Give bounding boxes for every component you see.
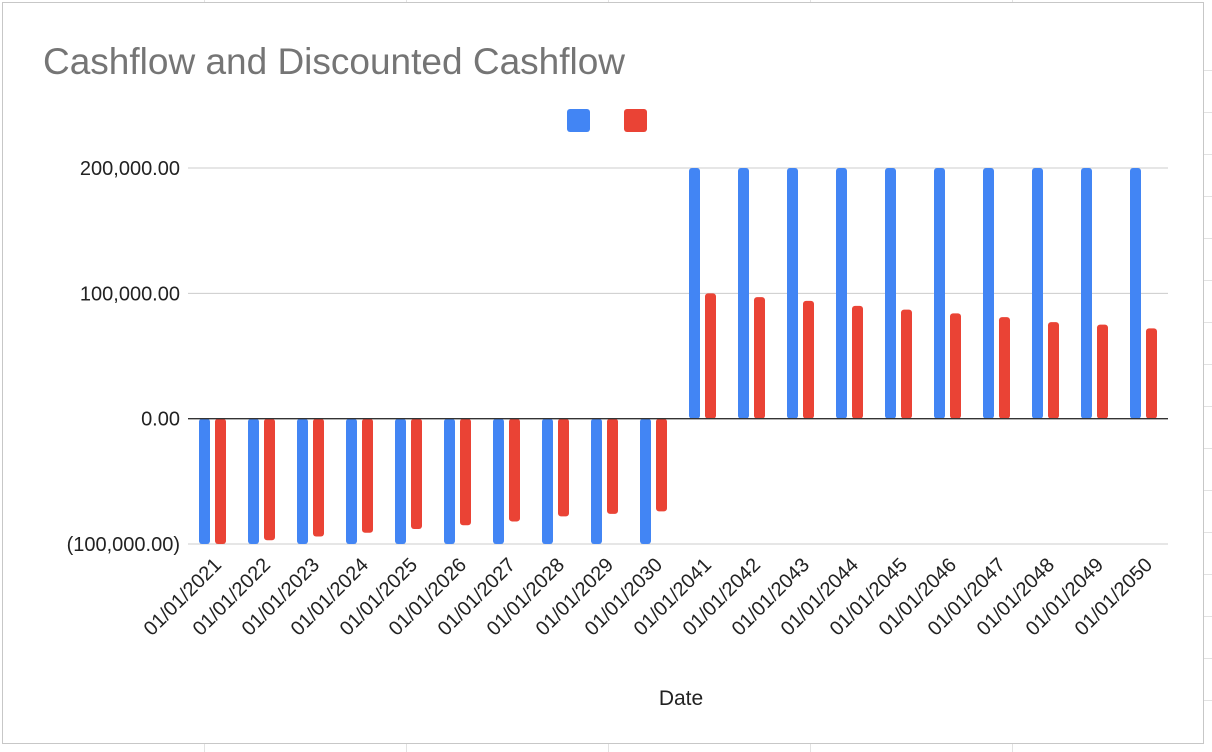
bar-series-2: [509, 418, 520, 522]
sheet-row-line: [1204, 406, 1212, 407]
bar-series-1: [934, 168, 945, 419]
sheet-row-line: [1204, 448, 1212, 449]
bar-series-1: [297, 418, 308, 544]
sheet-row-line: [1204, 532, 1212, 533]
bar-series-2: [215, 418, 226, 544]
sheet-row-line: [1204, 700, 1212, 701]
bar-series-2: [607, 418, 618, 514]
bar-series-2: [999, 317, 1010, 419]
bar-series-2: [558, 418, 569, 517]
bar-series-2: [705, 293, 716, 419]
bar-series-1: [444, 418, 455, 544]
bar-series-1: [983, 168, 994, 419]
chart-container[interactable]: Cashflow and Discounted Cashflow 200,000…: [2, 2, 1204, 744]
bar-series-1: [493, 418, 504, 544]
bar-series-2: [901, 309, 912, 419]
sheet-row-line: [1204, 490, 1212, 491]
bar-series-1: [1081, 168, 1092, 419]
chart-legend: [567, 109, 647, 132]
bar-series-2: [1097, 324, 1108, 419]
y-tick-label: 0.00: [141, 409, 180, 431]
bar-series-2: [264, 418, 275, 541]
bar-series-1: [591, 418, 602, 544]
bar-series-1: [640, 418, 651, 544]
bar-series-1: [346, 418, 357, 544]
bar-series-2: [754, 297, 765, 419]
y-tick-label: (100,000.00): [67, 534, 180, 556]
bar-series-1: [787, 168, 798, 419]
bar-series-2: [313, 418, 324, 537]
y-tick-label: 100,000.00: [80, 283, 180, 305]
x-axis-title: Date: [658, 687, 704, 710]
sheet-row-line: [1204, 154, 1212, 155]
legend-item-series-1[interactable]: [567, 109, 590, 132]
bar-series-1: [738, 168, 749, 419]
bar-series-2: [852, 305, 863, 419]
bar-series-2: [656, 418, 667, 512]
bar-series-2: [803, 300, 814, 419]
y-tick-label: 200,000.00: [80, 158, 180, 180]
bar-series-1: [248, 418, 259, 544]
sheet-row-line: [1204, 658, 1212, 659]
bar-series-2: [411, 418, 422, 529]
sheet-row-line: [1204, 70, 1212, 71]
bar-series-1: [542, 418, 553, 544]
bar-series-1: [885, 168, 896, 419]
bar-series-2: [950, 313, 961, 419]
bar-series-1: [395, 418, 406, 544]
bar-series-2: [1048, 322, 1059, 419]
bar-series-2: [362, 418, 373, 533]
bar-series-1: [689, 168, 700, 419]
bar-series-1: [199, 418, 210, 544]
legend-swatch-series-2: [624, 109, 647, 132]
bar-series-1: [1032, 168, 1043, 419]
sheet-row-line: [1204, 574, 1212, 575]
sheet-row-line: [1204, 616, 1212, 617]
sheet-row-line: [1204, 322, 1212, 323]
sheet-row-line: [1204, 112, 1212, 113]
sheet-row-line: [1204, 280, 1212, 281]
legend-item-series-2[interactable]: [624, 109, 647, 132]
bar-series-2: [1146, 328, 1157, 419]
plot-area: 200,000.00100,000.000.00(100,000.00)01/0…: [67, 158, 1168, 640]
sheet-row-line: [1204, 196, 1212, 197]
legend-swatch-series-1: [567, 109, 590, 132]
sheet-row-line: [1204, 364, 1212, 365]
sheet-row-line: [1204, 238, 1212, 239]
bar-series-2: [460, 418, 471, 526]
bar-series-1: [1130, 168, 1141, 419]
bar-series-1: [836, 168, 847, 419]
chart-title: Cashflow and Discounted Cashflow: [43, 41, 626, 82]
